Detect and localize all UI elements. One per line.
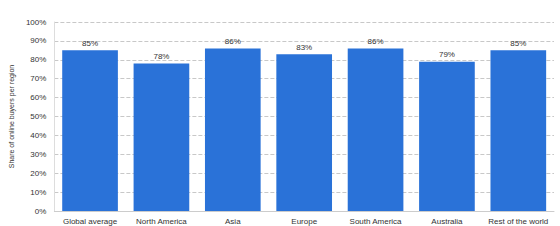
svg-text:80%: 80% (30, 55, 46, 64)
svg-text:Rest of the world: Rest of the world (488, 217, 548, 226)
svg-text:10%: 10% (30, 188, 46, 197)
svg-text:North America: North America (136, 217, 187, 226)
svg-text:70%: 70% (30, 74, 46, 83)
svg-text:85%: 85% (82, 39, 98, 48)
svg-text:85%: 85% (510, 39, 526, 48)
svg-text:Share of online buyers per reg: Share of online buyers per region (8, 65, 16, 169)
svg-text:0%: 0% (35, 207, 47, 216)
svg-text:78%: 78% (153, 52, 169, 61)
svg-text:30%: 30% (30, 150, 46, 159)
svg-text:Asia: Asia (225, 217, 241, 226)
svg-text:100%: 100% (26, 18, 46, 27)
svg-text:Global average: Global average (63, 217, 118, 226)
svg-text:South America: South America (350, 217, 403, 226)
svg-text:Australia: Australia (431, 217, 463, 226)
svg-text:40%: 40% (30, 131, 46, 140)
svg-text:86%: 86% (368, 37, 384, 46)
svg-text:60%: 60% (30, 93, 46, 102)
svg-text:20%: 20% (30, 169, 46, 178)
svg-text:50%: 50% (30, 112, 46, 121)
svg-text:Europe: Europe (291, 217, 317, 226)
svg-text:86%: 86% (225, 37, 241, 46)
svg-text:83%: 83% (296, 43, 312, 52)
svg-text:90%: 90% (30, 36, 46, 45)
svg-text:79%: 79% (439, 50, 455, 59)
